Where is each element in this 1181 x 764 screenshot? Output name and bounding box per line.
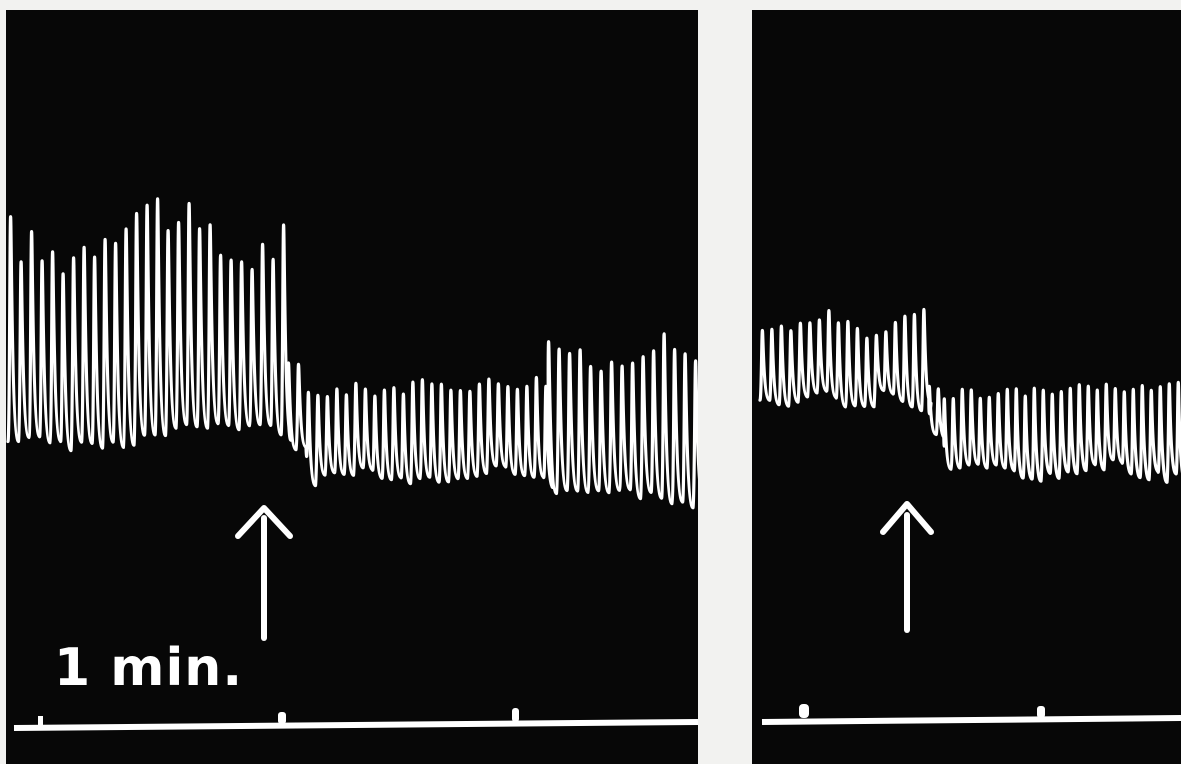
right-oscillation-trace [758, 307, 1181, 484]
right-stimulus-arrow [880, 501, 934, 633]
panel-right-recording [752, 10, 1181, 764]
time-mark [278, 712, 286, 724]
time-mark [512, 708, 519, 722]
panel-left-recording: 1 min. [6, 10, 698, 764]
right-time-axis [761, 704, 1181, 725]
time-mark [1037, 706, 1045, 718]
time-scale-label: 1 min. [54, 638, 244, 698]
time-mark [38, 716, 43, 726]
left-recording-svg [6, 197, 698, 731]
left-stimulus-arrow [235, 505, 293, 641]
right-recording-svg [758, 307, 1181, 725]
left-time-axis [13, 708, 698, 731]
left-oscillation-trace [6, 197, 698, 510]
time-mark [799, 704, 809, 718]
